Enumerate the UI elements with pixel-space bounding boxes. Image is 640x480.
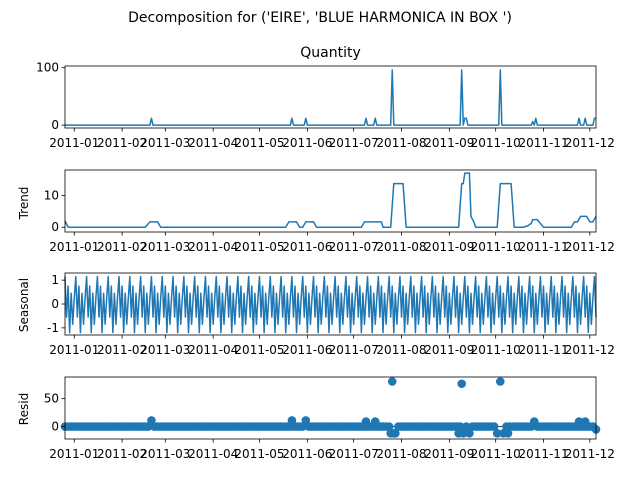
x-tick-label: 2011-02 bbox=[97, 447, 147, 461]
y-tick-label: 0 bbox=[51, 297, 59, 311]
panel-resid-frame bbox=[64, 376, 597, 440]
x-tick-label: 2011-07 bbox=[329, 136, 379, 150]
resid-point bbox=[489, 422, 499, 431]
x-tick-label: 2011-11 bbox=[518, 343, 568, 357]
x-tick-label: 2011-11 bbox=[518, 240, 568, 254]
resid-point bbox=[301, 416, 311, 425]
panel-observed-frame bbox=[64, 65, 597, 129]
x-tick-label: 2011-11 bbox=[518, 447, 568, 461]
y-tick-label: 1 bbox=[51, 273, 59, 287]
x-tick-label: 2011-12 bbox=[565, 343, 615, 357]
resid-point bbox=[465, 429, 474, 438]
y-tick-label: 0 bbox=[51, 118, 59, 132]
panel-resid: 0502011-012011-022011-032011-042011-0520… bbox=[44, 376, 615, 461]
resid-point bbox=[384, 422, 394, 431]
resid-point bbox=[492, 429, 502, 438]
x-tick-label: 2011-08 bbox=[376, 343, 426, 357]
x-tick-label: 2011-08 bbox=[376, 240, 426, 254]
resid-point bbox=[370, 417, 380, 426]
x-tick-label: 2011-09 bbox=[424, 136, 474, 150]
x-tick-label: 2011-03 bbox=[140, 240, 190, 254]
resid-point bbox=[580, 417, 590, 426]
x-tick-label: 2011-12 bbox=[565, 240, 615, 254]
resid-point bbox=[574, 417, 584, 426]
figure-title: Decomposition for ('EIRE', 'BLUE HARMONI… bbox=[128, 10, 512, 26]
x-tick-label: 2011-04 bbox=[188, 343, 238, 357]
y-tick-label: -1 bbox=[47, 321, 59, 335]
x-tick-label: 2011-06 bbox=[282, 240, 332, 254]
trend-series-line bbox=[64, 172, 597, 228]
x-tick-label: 2011-05 bbox=[234, 447, 284, 461]
resid-point bbox=[455, 422, 465, 431]
x-tick-label: 2011-01 bbox=[49, 136, 99, 150]
x-tick-label: 2011-06 bbox=[282, 136, 332, 150]
x-tick-label: 2011-11 bbox=[518, 136, 568, 150]
x-tick-label: 2011-10 bbox=[471, 240, 521, 254]
resid-point bbox=[503, 429, 513, 438]
x-tick-label: 2011-05 bbox=[234, 343, 284, 357]
x-tick-label: 2011-12 bbox=[565, 136, 615, 150]
panel-seasonal: -1012011-012011-022011-032011-042011-052… bbox=[47, 272, 615, 357]
x-tick-label: 2011-04 bbox=[188, 240, 238, 254]
panel-seasonal-ylabel: Seasonal bbox=[17, 278, 31, 332]
x-tick-label: 2011-07 bbox=[329, 240, 379, 254]
x-tick-label: 2011-02 bbox=[97, 240, 147, 254]
panel-trend-ylabel: Trend bbox=[17, 187, 31, 221]
x-tick-label: 2011-12 bbox=[565, 447, 615, 461]
x-tick-label: 2011-09 bbox=[424, 343, 474, 357]
panel-observed-title: Quantity bbox=[300, 45, 361, 61]
x-tick-label: 2011-09 bbox=[424, 240, 474, 254]
x-tick-label: 2011-02 bbox=[97, 136, 147, 150]
seasonal-series-line bbox=[64, 275, 597, 334]
resid-point bbox=[391, 429, 400, 438]
x-tick-label: 2011-04 bbox=[188, 136, 238, 150]
y-tick-label: 0 bbox=[51, 420, 59, 434]
panel-trend-frame bbox=[64, 169, 597, 233]
resid-point bbox=[496, 377, 505, 386]
x-tick-label: 2011-10 bbox=[471, 136, 521, 150]
x-tick-label: 2011-03 bbox=[140, 447, 190, 461]
y-tick-label: 10 bbox=[44, 188, 59, 202]
panel-trend: 0102011-012011-022011-032011-042011-0520… bbox=[44, 169, 615, 254]
x-tick-label: 2011-01 bbox=[49, 447, 99, 461]
x-tick-label: 2011-03 bbox=[140, 136, 190, 150]
x-tick-label: 2011-10 bbox=[471, 447, 521, 461]
resid-point bbox=[529, 417, 539, 426]
x-tick-label: 2011-02 bbox=[97, 343, 147, 357]
panel-resid-ylabel: Resid bbox=[17, 393, 31, 425]
resid-point bbox=[458, 429, 468, 438]
y-tick-label: 100 bbox=[36, 61, 59, 75]
x-tick-label: 2011-04 bbox=[188, 447, 238, 461]
resid-point bbox=[462, 422, 471, 431]
x-tick-label: 2011-06 bbox=[282, 343, 332, 357]
x-tick-label: 2011-06 bbox=[282, 447, 332, 461]
observed-series-line bbox=[65, 69, 596, 126]
x-tick-label: 2011-08 bbox=[376, 447, 426, 461]
resid-point bbox=[361, 417, 371, 426]
x-tick-label: 2011-08 bbox=[376, 136, 426, 150]
x-tick-label: 2011-03 bbox=[140, 343, 190, 357]
resid-point bbox=[457, 379, 467, 389]
resid-point bbox=[147, 416, 156, 425]
y-tick-label: 0 bbox=[51, 220, 59, 234]
x-tick-label: 2011-07 bbox=[329, 447, 379, 461]
x-tick-label: 2011-01 bbox=[49, 240, 99, 254]
x-tick-label: 2011-05 bbox=[234, 136, 284, 150]
resid-point bbox=[287, 416, 297, 425]
x-tick-label: 2011-05 bbox=[234, 240, 284, 254]
x-tick-label: 2011-09 bbox=[424, 447, 474, 461]
x-tick-label: 2011-10 bbox=[471, 343, 521, 357]
resid-point bbox=[387, 377, 397, 386]
x-tick-label: 2011-07 bbox=[329, 343, 379, 357]
x-tick-label: 2011-01 bbox=[49, 343, 99, 357]
y-tick-label: 50 bbox=[44, 391, 59, 405]
panel-observed: 01002011-012011-022011-032011-042011-052… bbox=[36, 61, 615, 150]
